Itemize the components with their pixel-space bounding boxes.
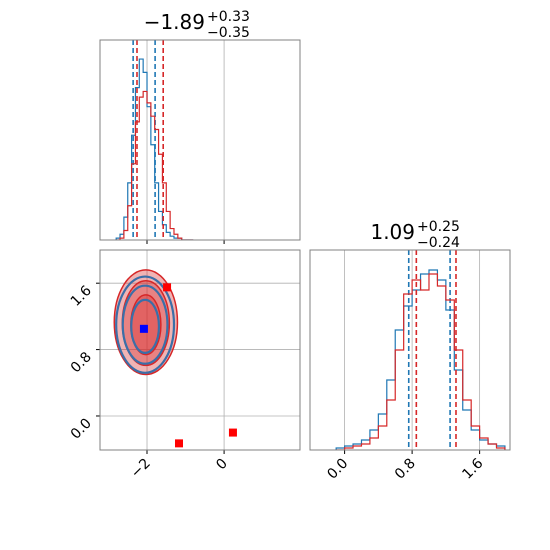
title-sup: +0.33 xyxy=(207,9,250,25)
title-sub: −0.24 xyxy=(417,235,460,251)
panel-title: 1.09 xyxy=(370,220,415,244)
contour-line xyxy=(121,284,169,365)
axes-frame xyxy=(99,249,301,451)
marker xyxy=(228,428,237,437)
contour-line xyxy=(130,298,161,355)
marker xyxy=(163,283,172,292)
x-tick-label: 1.6 xyxy=(459,455,486,482)
axes-frame xyxy=(309,249,511,451)
panel: −1.89 +0.33−0.35 xyxy=(99,9,301,244)
histogram-step xyxy=(116,90,194,240)
x-tick-label: 0.8 xyxy=(392,456,419,483)
x-tick-label: 0 xyxy=(213,456,231,474)
x-tick-label: −2 xyxy=(128,456,154,482)
contour-line xyxy=(115,275,176,374)
panel: 0.0 0.8 1.6 1.09 +0.25−0.24 xyxy=(309,219,511,483)
x-tick-label: 0.0 xyxy=(324,456,351,483)
panel: −2 0 0.0 0.8 1.6 xyxy=(68,249,301,482)
title-sup: +0.25 xyxy=(417,219,460,235)
axes-frame xyxy=(99,39,301,241)
panel-title: −1.89 xyxy=(144,10,205,34)
marker xyxy=(139,324,148,333)
y-tick-label: 0.8 xyxy=(68,349,95,376)
histogram-step xyxy=(336,273,506,450)
marker xyxy=(174,439,183,448)
title-sub: −0.35 xyxy=(207,25,250,41)
y-tick-label: 1.6 xyxy=(68,283,95,310)
y-tick-label: 0.0 xyxy=(68,415,95,442)
